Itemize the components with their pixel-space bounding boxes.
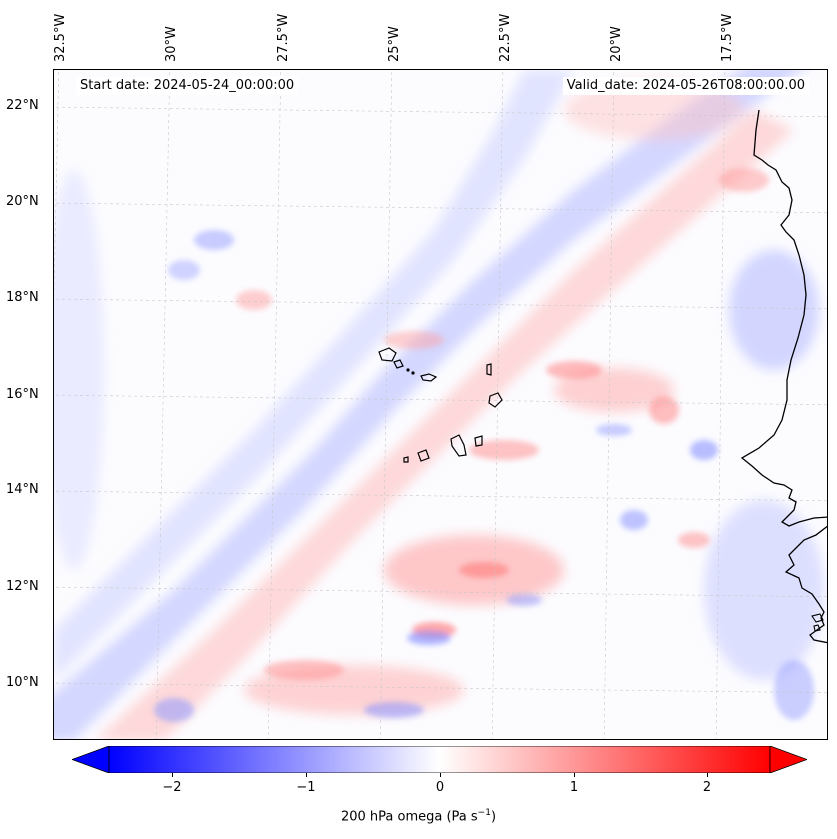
lat-label-18N: 18°N	[6, 290, 39, 305]
blue-band-main	[54, 70, 801, 739]
island-santiago	[450, 434, 467, 457]
island-sao-nicolau	[420, 373, 438, 382]
colorbar-tick-label-0: 0	[435, 780, 445, 795]
lon-label-30W: 30°W	[164, 26, 179, 62]
start-date-label: Start date: 2024-05-24_00:00:00	[76, 77, 299, 95]
map-panel: Start date: 2024-05-24_00:00:00 Valid_da…	[53, 69, 828, 740]
colorbar-tick-label-neg2: −2	[162, 780, 182, 795]
colorbar-tick-label-neg1: −1	[296, 780, 316, 795]
blue-blob-coast-north	[729, 250, 819, 370]
colorbar-tick-0	[440, 773, 441, 777]
lon-label-32.5W: 32.5°W	[53, 13, 68, 62]
cape-verde-islands	[378, 347, 503, 463]
lon-label-22.5W: 22.5°W	[498, 13, 513, 62]
lat-label-22N: 22°N	[6, 98, 39, 113]
colorbar-extend-max	[769, 746, 807, 773]
red-blob-ne	[564, 80, 744, 140]
colorbar-tick-label-1: 1	[569, 780, 579, 795]
blue-blob-west	[54, 170, 104, 570]
island-sao-vicente	[393, 359, 404, 369]
bijagos-island-b	[813, 624, 821, 632]
colorbar-tick-neg2	[172, 773, 173, 777]
graticule	[54, 70, 827, 739]
blue-band-secondary	[54, 70, 574, 680]
lat-label-12N: 12°N	[6, 579, 39, 594]
omega-field-bands	[54, 70, 824, 739]
omega-field-map	[54, 70, 827, 739]
island-maio	[474, 435, 483, 447]
colorbar-tick-neg1	[306, 773, 307, 777]
colorbar-gradient	[108, 746, 771, 773]
island-fogo	[417, 449, 430, 462]
lon-label-17.5W: 17.5°W	[720, 13, 735, 62]
lat-label-14N: 14°N	[6, 482, 39, 497]
colorbar-tick-1	[574, 773, 575, 777]
island-brava	[403, 456, 409, 463]
red-blob-east	[554, 368, 674, 412]
west-africa-coastline	[740, 109, 827, 644]
island-sal	[486, 363, 492, 376]
lon-label-20W: 20°W	[609, 26, 624, 62]
omega-field-ripples	[154, 168, 814, 722]
colorbar-tick-label-2: 2	[702, 780, 712, 795]
lat-label-10N: 10°N	[6, 675, 39, 690]
island-santo-antao	[378, 347, 397, 362]
lon-label-27.5W: 27.5°W	[276, 13, 291, 62]
lon-label-25W: 25°W	[387, 26, 402, 62]
omega-colorbar	[72, 746, 807, 773]
red-band-main	[96, 110, 794, 739]
island-boa-vista	[488, 392, 503, 408]
valid-date-label: Valid_date: 2024-05-26T08:00:00.00	[562, 77, 809, 95]
lat-label-16N: 16°N	[6, 387, 39, 402]
colorbar-tick-2	[707, 773, 708, 777]
lat-label-20N: 20°N	[6, 194, 39, 209]
colorbar-extend-min	[72, 746, 110, 773]
bijagos-island-a	[811, 613, 824, 623]
blue-blob-coast-south	[704, 500, 824, 680]
colorbar-label: 200 hPa omega (Pa s−1)	[340, 808, 497, 825]
